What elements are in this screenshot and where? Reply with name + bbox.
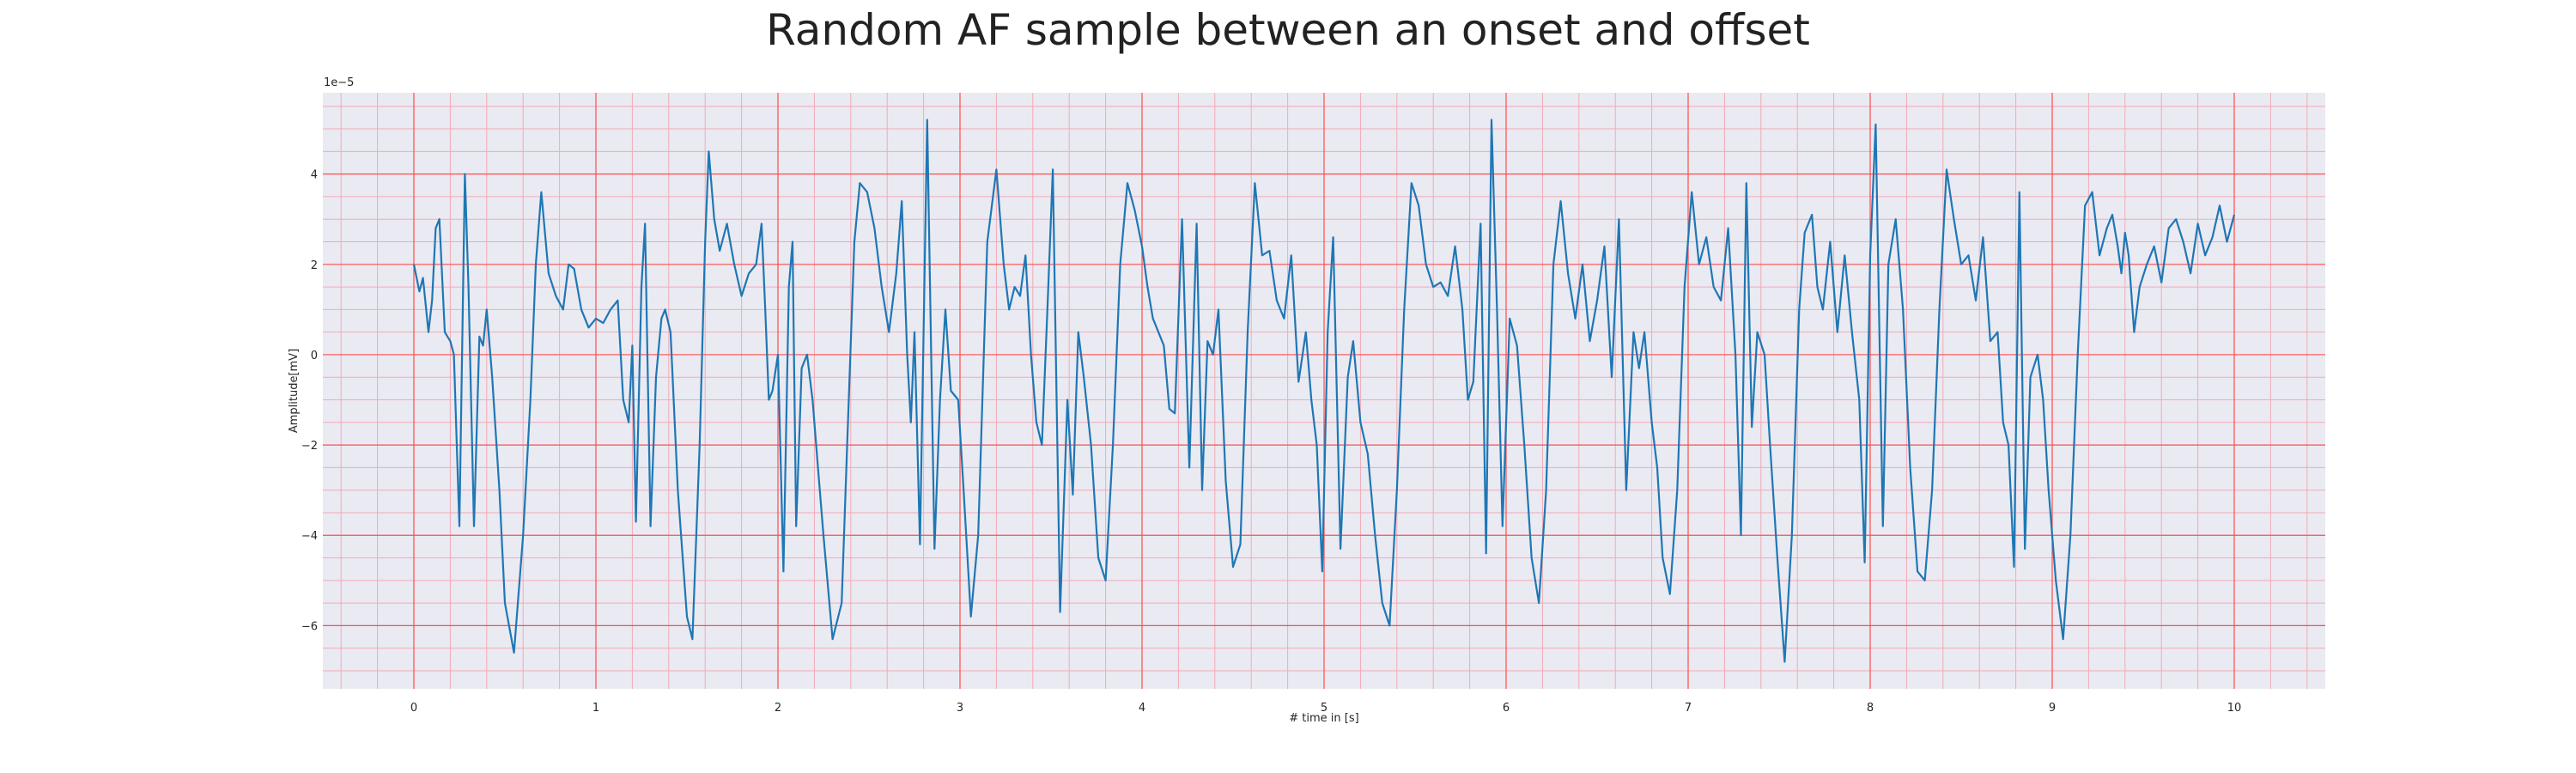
x-tick-label: 4 bbox=[1139, 702, 1145, 715]
x-tick-label: 7 bbox=[1685, 702, 1692, 715]
chart-title: Random AF sample between an onset and of… bbox=[766, 5, 1810, 55]
y-tick-label: 0 bbox=[311, 350, 318, 362]
x-tick-label: 10 bbox=[2227, 702, 2242, 715]
y-tick-label: −6 bbox=[301, 620, 318, 633]
major-grid bbox=[323, 93, 2325, 689]
y-tick-label: 2 bbox=[311, 259, 318, 272]
series-layer bbox=[412, 119, 2236, 663]
x-tick-label: 3 bbox=[957, 702, 963, 715]
x-axis-label: # time in [s] bbox=[1289, 712, 1358, 725]
x-tick-label: 0 bbox=[410, 702, 417, 715]
y-tick-label: 4 bbox=[311, 169, 318, 182]
y-tick-labels: 4 2 0 −2 −4 −6 bbox=[301, 169, 318, 634]
x-tick-label: 5 bbox=[1321, 702, 1327, 715]
x-tick-label: 9 bbox=[2049, 702, 2056, 715]
y-tick-label: −4 bbox=[301, 530, 318, 543]
x-tick-label: 8 bbox=[1867, 702, 1874, 715]
series-line bbox=[412, 119, 2236, 663]
y-tick-label: −2 bbox=[301, 440, 318, 453]
y-axis-label: Amplitude[mV] bbox=[288, 349, 301, 433]
x-tick-label: 1 bbox=[592, 702, 599, 715]
y-offset-label: 1e−5 bbox=[324, 76, 354, 89]
x-tick-labels: 0 1 2 3 4 5 6 7 8 9 10 bbox=[410, 702, 2241, 715]
x-tick-label: 2 bbox=[775, 702, 781, 715]
x-tick-label: 6 bbox=[1503, 702, 1510, 715]
